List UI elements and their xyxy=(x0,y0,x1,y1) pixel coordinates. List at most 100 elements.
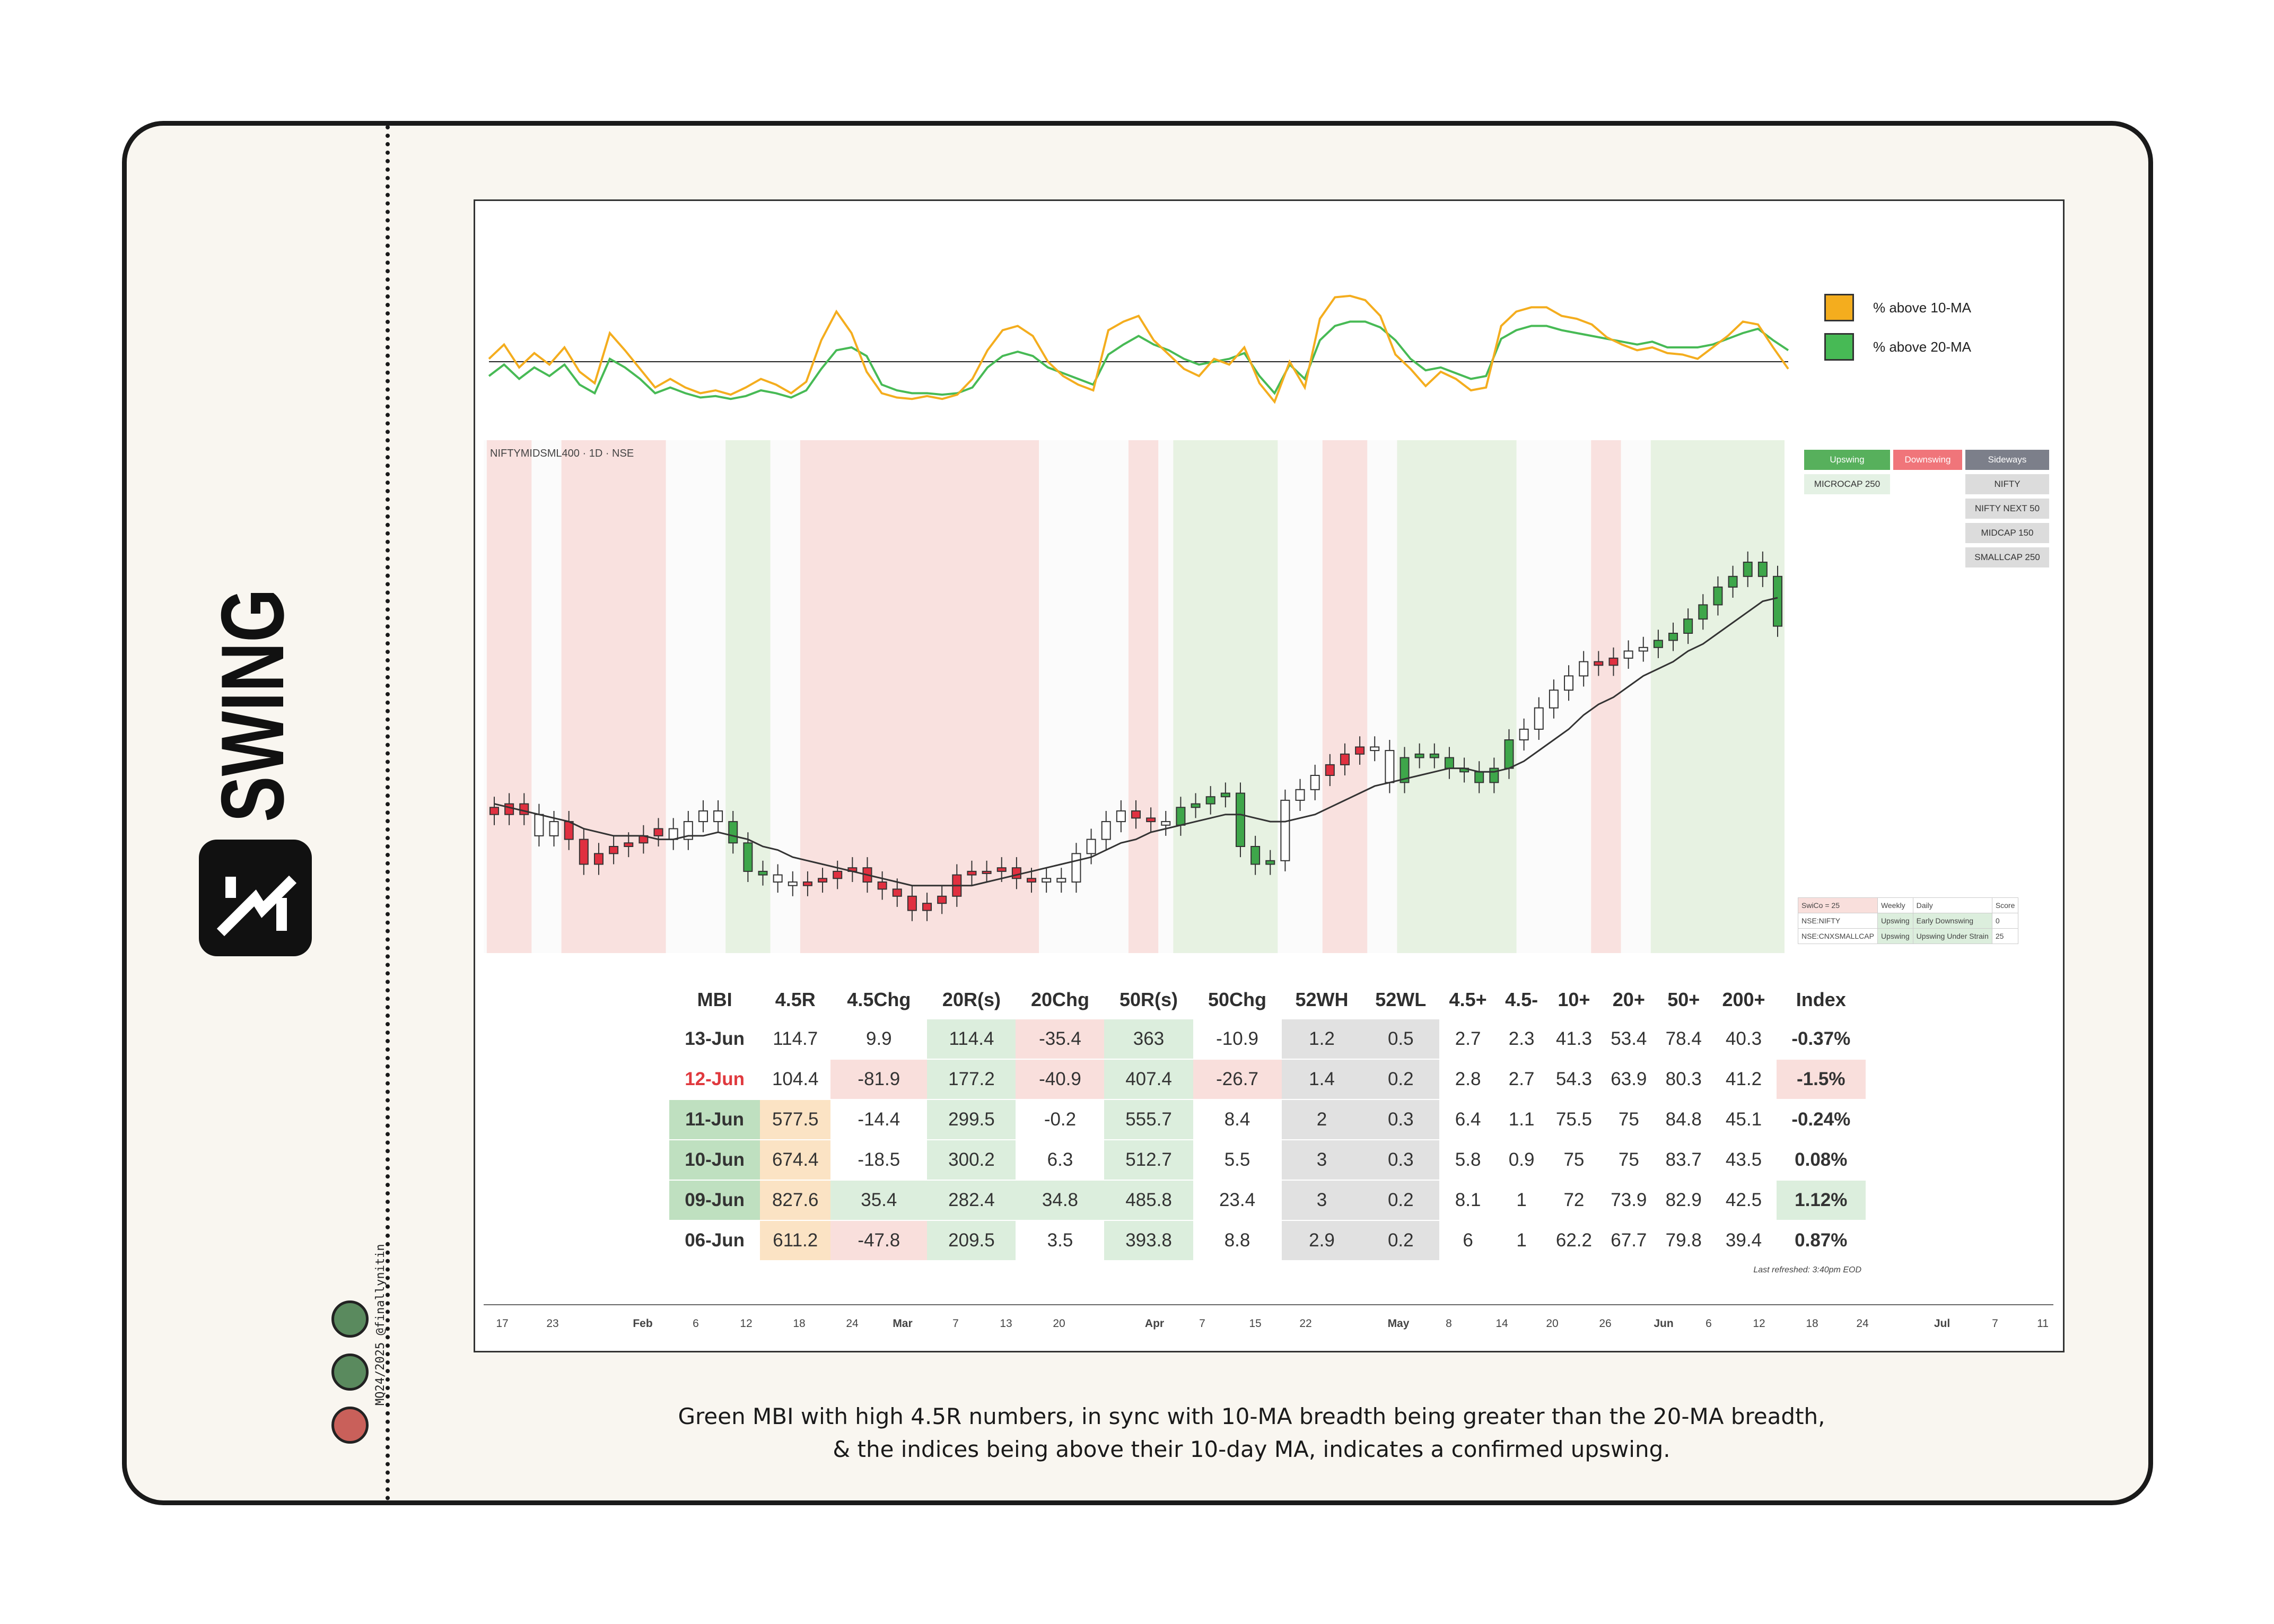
mbi-cell: -0.24% xyxy=(1776,1099,1866,1140)
candle-body xyxy=(1534,707,1544,730)
candle-body xyxy=(773,874,783,883)
mbi-cell: 41.2 xyxy=(1711,1059,1777,1100)
status-dot-green-2 xyxy=(331,1354,369,1391)
mbi-cell: 6.3 xyxy=(1016,1140,1105,1181)
mbi-cell: 209.5 xyxy=(927,1220,1016,1261)
axis-tick-label: 11 xyxy=(2037,1317,2049,1330)
candle-body xyxy=(564,821,574,840)
axis-tick-label: 7 xyxy=(952,1317,959,1330)
candle-body xyxy=(982,870,992,874)
mbi-row: 09-Jun 827.6 35.4 282.4 34.8 485.8 23.4 3 0.2 8.1… xyxy=(669,1180,1866,1221)
axis-tick-label: 24 xyxy=(1856,1317,1869,1330)
candle-body xyxy=(877,881,887,890)
mbi-cell: 0.9 xyxy=(1497,1140,1547,1181)
candle-body xyxy=(1235,792,1245,847)
candle-body xyxy=(1310,775,1320,790)
regime-band-downswing xyxy=(1128,440,1159,953)
mbi-cell: 67.7 xyxy=(1601,1220,1657,1261)
candle-body xyxy=(1265,860,1275,865)
candle-body xyxy=(788,881,798,886)
svg-text:SWING: SWING xyxy=(203,589,302,822)
axis-tick-label: 7 xyxy=(1199,1317,1205,1330)
score-cell: Upswing xyxy=(1877,913,1913,929)
mbi-cell: 485.8 xyxy=(1104,1180,1193,1221)
mbi-header-cell: 20+ xyxy=(1612,989,1645,1010)
score-cell: SwiCo = 25 xyxy=(1798,897,1878,913)
candle-body xyxy=(1653,640,1663,648)
mbi-cell: 6.4 xyxy=(1439,1099,1497,1140)
axis-tick-label: 12 xyxy=(1753,1317,1765,1330)
score-cell: 0 xyxy=(1991,913,2019,929)
candle-body xyxy=(549,821,559,836)
mbi-row: 13-Jun 114.7 9.9 114.4 -35.4 363 -10.9 1.2 0.5 2.… xyxy=(669,1019,1866,1060)
mbi-cell: 80.3 xyxy=(1656,1059,1711,1100)
candle-body xyxy=(937,895,947,904)
mbi-cell: -0.2 xyxy=(1016,1099,1105,1140)
candle-body xyxy=(609,846,619,854)
axis-tick-label: 22 xyxy=(1299,1317,1311,1330)
candle-body xyxy=(1056,878,1066,883)
axis-tick-label: Apr xyxy=(1145,1317,1164,1330)
mbi-cell: 41.3 xyxy=(1546,1019,1602,1060)
mbi-header-cell: 10+ xyxy=(1558,989,1590,1010)
mbi-cell: 6 xyxy=(1439,1220,1497,1261)
axis-tick-label: 26 xyxy=(1599,1317,1611,1330)
mbi-header-cell: 50Chg xyxy=(1208,989,1267,1010)
candle-body xyxy=(519,803,529,815)
mbi-cell: 1 xyxy=(1497,1220,1547,1261)
mbi-cell: 40.3 xyxy=(1711,1019,1777,1060)
series-line-20ma xyxy=(488,320,1789,400)
mbi-cell: 282.4 xyxy=(927,1180,1016,1221)
mbi-header-cell: 50R(s) xyxy=(1119,989,1178,1010)
score-cell: Weekly xyxy=(1877,897,1913,913)
candle-body xyxy=(996,867,1007,872)
mbi-cell: 53.4 xyxy=(1601,1019,1657,1060)
candle-body xyxy=(1027,878,1037,883)
mbi-cell: -81.9 xyxy=(830,1059,928,1100)
regime-band-downswing xyxy=(1322,440,1368,953)
candle-body xyxy=(1340,753,1350,765)
mbi-cell: -14.4 xyxy=(830,1099,928,1140)
regime-band-downswing xyxy=(1591,440,1621,953)
mbi-cell: 1.4 xyxy=(1281,1059,1362,1100)
mbi-header-cell: 4.5Chg xyxy=(847,989,911,1010)
mbi-cell: 0.2 xyxy=(1362,1180,1440,1221)
mbi-cell: 34.8 xyxy=(1016,1180,1105,1221)
ticker-label: NIFTYMIDSML400 · 1D · NSE xyxy=(490,448,634,459)
candle-body xyxy=(534,814,544,836)
candle-body xyxy=(1355,746,1365,755)
breadth-chart xyxy=(488,294,1789,404)
axis-tick-label: 15 xyxy=(1249,1317,1261,1330)
mbi-header-cell: 200+ xyxy=(1722,989,1765,1010)
series-line-10ma xyxy=(488,294,1789,404)
legend-label-10ma: % above 10-MA xyxy=(1873,299,1971,316)
trend-sideways-item: SMALLCAP 250 xyxy=(1965,547,2049,567)
mbi-header-cell: 20R(s) xyxy=(942,989,1001,1010)
candle-body xyxy=(1295,789,1305,801)
candle-body xyxy=(1474,771,1484,783)
axis-tick-label: 23 xyxy=(546,1317,558,1330)
candle-body xyxy=(1594,661,1604,666)
legend-item-20ma: % above 20-MA xyxy=(1824,331,1971,363)
mbi-cell: 0.2 xyxy=(1362,1220,1440,1261)
caption-line: & the indices being above their 10-day M… xyxy=(833,1436,1670,1462)
mbi-cell: 512.7 xyxy=(1104,1140,1193,1181)
mbi-cell: 83.7 xyxy=(1656,1140,1711,1181)
mbi-date-cell: 10-Jun xyxy=(669,1140,760,1181)
score-row: NSE:NIFTY Upswing Early Downswing 0 xyxy=(1798,913,2019,929)
mbi-cell: 2 xyxy=(1281,1099,1362,1140)
candle-body xyxy=(1191,803,1201,808)
mbi-cell: 2.9 xyxy=(1281,1220,1362,1261)
axis-tick-label: 7 xyxy=(1992,1317,1998,1330)
mbi-header-cell: 20Chg xyxy=(1030,989,1089,1010)
candle-body xyxy=(1280,799,1290,861)
mbi-cell: 84.8 xyxy=(1656,1099,1711,1140)
candle-body xyxy=(624,842,634,847)
mbi-header-cell: 4.5R xyxy=(775,989,816,1010)
candle-body xyxy=(504,803,514,815)
mbi-cell: 674.4 xyxy=(760,1140,831,1181)
legend-swatch-10ma xyxy=(1824,294,1854,321)
mbi-cell: -47.8 xyxy=(830,1220,928,1261)
regime-band-downswing xyxy=(486,440,532,953)
dotted-divider xyxy=(386,125,390,1501)
